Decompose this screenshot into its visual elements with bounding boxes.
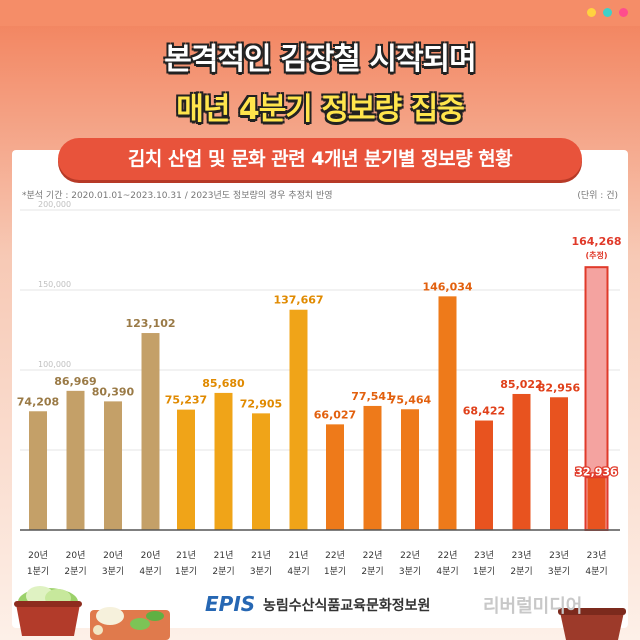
data-label: 68,422: [463, 405, 505, 418]
x-tick-label-quarter: 3분기: [399, 566, 421, 577]
x-tick-label-quarter: 1분기: [473, 566, 495, 577]
x-tick-label-year: 22년: [363, 550, 383, 561]
bar: [214, 392, 233, 530]
x-tick-label-year: 23년: [474, 550, 494, 561]
x-tick-label-year: 21년: [176, 550, 196, 561]
bar: [363, 405, 382, 530]
x-tick-label-year: 20년: [28, 550, 48, 561]
data-label: 137,667: [273, 294, 323, 307]
kimchi-bowl-right-icon: [558, 608, 626, 640]
data-label: 123,102: [125, 317, 175, 330]
estimate-note-label: (추정): [585, 250, 607, 260]
bar: [401, 409, 419, 530]
data-label: 82,956: [538, 381, 581, 394]
x-tick-label-quarter: 4분기: [436, 566, 458, 577]
headline-line2: 매년 4분기 정보량 집중: [176, 92, 465, 127]
headline-line1: 본격적인 김장철 시작되며: [164, 42, 477, 77]
data-label: 66,027: [314, 408, 356, 421]
data-label: 146,034: [422, 280, 472, 293]
chart-panel: [12, 150, 628, 628]
data-label: 75,237: [165, 394, 207, 407]
cabbage-board-icon: [90, 607, 170, 640]
chart-banner: 김치 산업 및 문화 관련 4개년 분기별 정보량 현황: [58, 138, 582, 180]
bar: [289, 309, 308, 530]
bar: [587, 477, 606, 530]
data-label: 85,022: [500, 378, 542, 391]
bar: [326, 424, 344, 530]
y-tick-label: 100,000: [38, 360, 71, 369]
pink-dot-icon: [619, 8, 628, 17]
decoration-layer: [14, 586, 626, 640]
estimate-value-label: 164,268: [571, 235, 621, 248]
x-tick-label-year: 21년: [251, 550, 271, 561]
y-tick-label: 200,000: [38, 200, 71, 209]
x-tick-label-year: 23년: [549, 550, 569, 561]
bar: [550, 397, 568, 530]
chart-banner-title: 김치 산업 및 문화 관련 4개년 분기별 정보량 현황: [127, 148, 513, 170]
epis-logo: EPIS: [205, 592, 256, 616]
x-tick-label-quarter: 2분기: [64, 566, 86, 577]
media-brand: 리버럴미디어: [483, 596, 583, 617]
bar: [475, 420, 493, 530]
x-tick-label-year: 20년: [141, 550, 161, 561]
data-label: 86,969: [54, 375, 96, 388]
x-tick-label-quarter: 4분기: [287, 566, 309, 577]
bar: [512, 393, 531, 530]
bar: [438, 296, 457, 530]
bar: [66, 390, 85, 530]
x-tick-label-year: 20년: [66, 550, 86, 561]
yellow-dot-icon: [587, 8, 596, 17]
x-tick-label-quarter: 1분기: [27, 566, 49, 577]
bar: [141, 333, 160, 530]
data-label: 72,905: [240, 397, 282, 410]
unit-label: (단위 : 건): [577, 191, 618, 201]
x-tick-label-quarter: 1분기: [175, 566, 197, 577]
x-tick-label-year: 22년: [438, 550, 458, 561]
x-tick-label-quarter: 4분기: [585, 566, 607, 577]
x-tick-label-quarter: 2분기: [510, 566, 532, 577]
organization-name: 농림수산식품교육문화정보원: [263, 598, 431, 614]
x-tick-label-year: 21년: [214, 550, 234, 561]
data-label: 80,390: [92, 385, 135, 398]
data-label: 75,464: [389, 393, 432, 406]
y-tick-label: 150,000: [38, 280, 71, 289]
data-label: 74,208: [17, 395, 59, 408]
bar: [29, 411, 47, 530]
analysis-note: *분석 기간 : 2020.01.01~2023.10.31 / 2023년도 …: [22, 191, 333, 201]
x-tick-label-quarter: 3분기: [250, 566, 272, 577]
x-tick-label-year: 23년: [512, 550, 532, 561]
teal-dot-icon: [603, 8, 612, 17]
bar: [177, 409, 195, 530]
kimchi-bowl-left-icon: [14, 586, 82, 636]
bar: [252, 413, 270, 530]
x-tick-label-quarter: 3분기: [102, 566, 124, 577]
x-tick-label-year: 22년: [325, 550, 345, 561]
x-tick-label-year: 23년: [587, 550, 607, 561]
x-tick-label-quarter: 2분기: [361, 566, 383, 577]
data-label: 77,541: [351, 390, 393, 403]
bar: [104, 401, 122, 530]
x-tick-label-year: 20년: [103, 550, 123, 561]
x-tick-label-quarter: 4분기: [139, 566, 161, 577]
x-tick-label-year: 22년: [400, 550, 420, 561]
top-bar: [0, 0, 640, 26]
bar-layer: [29, 266, 609, 531]
data-label: 32,936: [575, 465, 618, 478]
x-tick-label-year: 21년: [289, 550, 309, 561]
x-tick-label-quarter: 3분기: [548, 566, 570, 577]
x-tick-label-quarter: 1분기: [324, 566, 346, 577]
data-label: 85,680: [202, 377, 245, 390]
x-tick-label-quarter: 2분기: [212, 566, 234, 577]
axis-layer: 20년 1분기 20년 2분기 20년 3분기 20년 4분기 21년 1분기 21년 2분기 21년 3…: [20, 529, 620, 577]
